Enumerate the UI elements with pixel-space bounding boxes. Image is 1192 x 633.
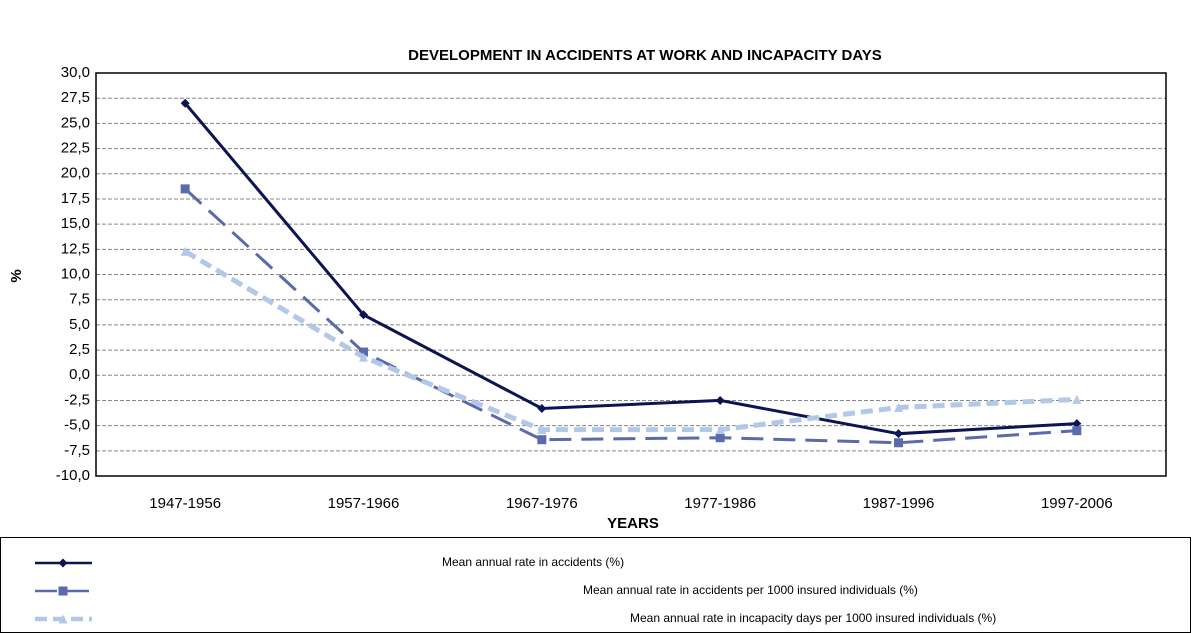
marker xyxy=(359,347,368,357)
series-line xyxy=(183,249,1077,433)
legend-marker xyxy=(58,558,68,568)
y-tick-label: 17,5 xyxy=(61,190,90,207)
marker xyxy=(715,433,725,443)
y-tick-label: 7,5 xyxy=(69,291,90,308)
marker xyxy=(1072,426,1082,436)
y-tick-label: 27,5 xyxy=(61,89,90,106)
marker xyxy=(537,425,547,435)
x-tick-label: 1997-2006 xyxy=(1041,495,1113,512)
marker xyxy=(894,402,903,412)
legend-label: Mean annual rate in accidents (%) xyxy=(442,555,624,569)
y-tick-label: 15,0 xyxy=(61,215,90,232)
plot-frame xyxy=(95,72,1167,477)
marker xyxy=(715,395,725,405)
y-tick-label: 10,0 xyxy=(61,265,90,282)
marker xyxy=(180,246,190,256)
x-tick-label: 1957-1966 xyxy=(328,495,400,512)
legend-marker xyxy=(58,586,68,596)
legend-marker xyxy=(58,614,68,624)
y-tick-label: -7,5 xyxy=(64,442,90,459)
y-tick-label: 0,0 xyxy=(69,366,90,383)
marker xyxy=(180,184,190,194)
marker xyxy=(359,352,368,362)
marker xyxy=(894,429,903,439)
x-tick-label: 1977-1986 xyxy=(684,495,756,512)
series-line xyxy=(184,102,1077,436)
marker xyxy=(537,435,547,445)
marker xyxy=(180,98,190,108)
series-line xyxy=(184,187,1077,445)
marker xyxy=(1072,419,1082,429)
x-axis-label: YEARS xyxy=(607,515,659,532)
y-tick-label: 20,0 xyxy=(61,165,90,182)
y-tick-label: 25,0 xyxy=(61,114,90,131)
marker xyxy=(715,425,725,435)
y-axis-label: % xyxy=(8,269,25,282)
y-tick-label: 5,0 xyxy=(69,316,90,333)
marker xyxy=(537,403,547,413)
marker xyxy=(894,438,903,448)
x-tick-label: 1947-1956 xyxy=(149,495,221,512)
legend-label: Mean annual rate in incapacity days per … xyxy=(630,611,996,625)
y-tick-label: 2,5 xyxy=(69,341,90,358)
y-tick-label: -5,0 xyxy=(64,417,90,434)
chart-title: DEVELOPMENT IN ACCIDENTS AT WORK AND INC… xyxy=(408,47,882,64)
x-tick-label: 1987-1996 xyxy=(863,495,935,512)
y-tick-label: 12,5 xyxy=(61,240,90,257)
marker xyxy=(1072,394,1082,404)
y-tick-label: -10,0 xyxy=(56,467,90,484)
y-tick-label: -2,5 xyxy=(64,391,90,408)
y-tick-label: 22,5 xyxy=(61,140,90,157)
x-tick-label: 1967-1976 xyxy=(506,495,578,512)
legend-label: Mean annual rate in accidents per 1000 i… xyxy=(583,583,918,597)
marker xyxy=(359,310,368,320)
y-tick-label: 30,0 xyxy=(61,64,90,81)
